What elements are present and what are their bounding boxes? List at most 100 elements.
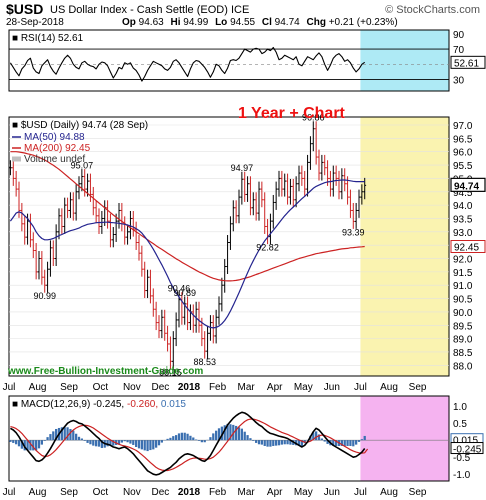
price-tick-label: 93.5 <box>453 214 473 225</box>
rsi-frame <box>8 29 450 92</box>
legend-label-ma200: MA(200) 92.45 <box>24 143 91 154</box>
x-axis-top: Jul Aug Sep Oct Nov Dec 2018 Feb Mar Apr May Jun Jul… <box>3 382 427 393</box>
x-bottom-label: Dec <box>152 487 170 498</box>
x-bottom-label: Mar <box>238 487 256 498</box>
price-value-label: 94.97 <box>231 163 254 173</box>
legend-label-ma50: MA(50) 94.88 <box>24 132 85 143</box>
price-value-label: 90.46 <box>168 284 191 294</box>
ma200-line <box>10 151 365 282</box>
price-title-text: $USD (Daily) 94.74 (28 Sep) <box>21 120 148 131</box>
x-top-label: Aug <box>380 382 398 393</box>
price-tick-label: 93.0 <box>453 228 473 239</box>
high-label: Hi <box>170 17 180 28</box>
rsi-highlight-region <box>360 30 449 91</box>
x-top-label: Nov <box>123 382 141 393</box>
macd-line <box>9 411 366 476</box>
legend-label-volume: Volume undef <box>24 154 85 165</box>
price-tick-label: 89.5 <box>453 321 473 332</box>
x-bottom-label: Jul <box>3 487 16 498</box>
watermark-text: www.Free-Bullion-Investment-Guide.com <box>7 366 203 377</box>
price-value-label: 88.53 <box>193 357 216 367</box>
macd-legend-v3: 0.015 <box>161 399 186 410</box>
price-last-value-box <box>450 177 486 192</box>
price-tick-label: 88.0 <box>453 361 473 372</box>
macd-legend-marker: ■ <box>12 399 21 410</box>
price-tick-label: 97.0 <box>453 121 473 132</box>
macd-legend-v2: -0.260, <box>127 399 161 410</box>
price-tick-label: 90.5 <box>453 295 473 306</box>
x-bottom-label: Jun <box>324 487 340 498</box>
x-top-label: Sep <box>60 382 78 393</box>
x-bottom-label: Sep <box>409 487 427 498</box>
x-top-label: Jun <box>324 382 340 393</box>
price-value-label: 90.99 <box>33 291 56 301</box>
macd-value-box <box>450 442 484 455</box>
x-top-label: Aug <box>29 382 47 393</box>
price-value-label: 96.86 <box>302 113 325 123</box>
rsi-legend-text: RSI(14) 52.61 <box>21 33 84 44</box>
open-label: Op <box>122 17 136 28</box>
brand-label: © StockCharts.com <box>385 4 480 16</box>
x-top-label: Jul <box>354 382 367 393</box>
price-value-label: 88.15 <box>159 367 182 377</box>
x-bottom-label: Sep <box>60 487 78 498</box>
macd-legend-v1: -0.245, <box>93 399 127 410</box>
instrument-name-text: US Dollar Index - Cash Settle (EOD) <box>50 4 228 16</box>
x-top-label: Jul <box>3 382 16 393</box>
macd-tick-label: -0.245 <box>453 445 482 456</box>
rsi-tick-label: 70 <box>453 45 465 56</box>
price-value-label: 93.39 <box>342 227 365 237</box>
change-label: Chg <box>306 17 325 28</box>
price-tick-label: 95.5 <box>453 161 473 172</box>
symbol: $USD <box>6 1 43 17</box>
x-top-label: May <box>294 382 313 393</box>
price-tick-label: 96.5 <box>453 134 473 145</box>
price-tick-label: 88.5 <box>453 348 473 359</box>
x-bottom-label: Nov <box>123 487 141 498</box>
rsi-legend-marker: ■ <box>12 33 21 44</box>
price-highlight-region <box>360 117 449 376</box>
close-value: 94.74 <box>275 17 300 28</box>
x-top-label: Apr <box>267 382 283 393</box>
annotation-text: 1 Year + Chart <box>238 105 346 122</box>
macd-highlight-region <box>360 396 449 481</box>
x-axis-bottom: Jul Aug Sep Oct Nov Dec 2018 Feb Mar Apr May Jun Jul… <box>3 487 427 498</box>
macd-tick-label: 0.5 <box>453 419 467 430</box>
price-legend-marker: ■ <box>12 120 21 131</box>
macd-frame <box>8 395 450 482</box>
price-value-label: 92.82 <box>256 243 279 253</box>
macd-tick-label: 0.015 <box>453 436 478 447</box>
price-tick-label: 91.0 <box>453 281 473 292</box>
x-top-label: 2018 <box>178 382 201 393</box>
low-label: Lo <box>215 17 227 28</box>
change-value: +0.21 (+0.23%) <box>329 17 398 28</box>
x-bottom-label: Apr <box>267 487 283 498</box>
rsi-line <box>9 46 366 82</box>
rsi-legend: ■ RSI(14) 52.61 <box>12 33 84 44</box>
macd-panel: 1.00.50.015-0.245-0.5-1.0■ MACD(12,26,9)… <box>8 395 484 482</box>
price-panel: 88.088.589.089.590.090.591.091.592.092.5… <box>8 113 486 377</box>
instrument-name: US Dollar Index - Cash Settle (EOD) ICE <box>50 4 249 16</box>
rsi-tick-label: 30 <box>453 76 465 87</box>
x-bottom-label: Aug <box>380 487 398 498</box>
macd-tick-label: -0.5 <box>453 453 471 464</box>
macd-tick-label: -1.0 <box>453 470 471 481</box>
x-top-label: Feb <box>209 382 227 393</box>
x-bottom-label: Aug <box>29 487 47 498</box>
exchange-label: ICE <box>231 4 249 16</box>
price-value-label: 95.07 <box>71 161 94 171</box>
x-top-label: Oct <box>93 382 109 393</box>
price-last-value: 94.74 <box>454 181 479 192</box>
rsi-tick-label: 90 <box>453 30 465 41</box>
date-label: 28-Sep-2018 <box>6 17 64 28</box>
rsi-panel: 9070503052.61■ RSI(14) 52.61 <box>8 29 486 92</box>
x-top-label: Dec <box>152 382 170 393</box>
x-bottom-label: Jul <box>354 487 367 498</box>
x-top-label: Sep <box>409 382 427 393</box>
x-bottom-label: May <box>294 487 313 498</box>
macd-legend-name: MACD(12,26,9) <box>21 399 93 410</box>
price-tick-label: 94.0 <box>453 201 473 212</box>
price-value-label: 90.89 <box>173 288 196 298</box>
price-tick-label: 90.0 <box>453 308 473 319</box>
